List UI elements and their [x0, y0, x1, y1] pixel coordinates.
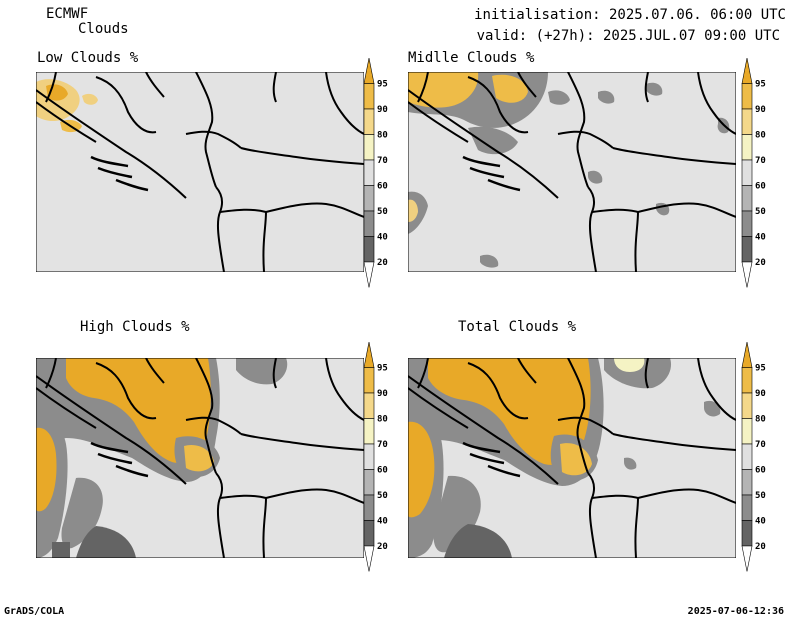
colorbar-segment	[363, 520, 375, 547]
colorbar-label: 90	[377, 105, 388, 115]
footer-timestamp: 2025-07-06-12:36	[687, 606, 784, 617]
panel-title-middle: Midlle Clouds %	[408, 50, 535, 66]
initialisation-time: initialisation: 2025.07.06. 06:00 UTC	[474, 7, 786, 23]
colorbar-bottom-triangle	[741, 261, 753, 288]
colorbar-label: 40	[377, 233, 388, 243]
map-low-clouds	[36, 72, 364, 272]
colorbar-segment	[741, 443, 753, 470]
colorbar-label: 80	[377, 131, 388, 141]
colorbar-segment	[363, 236, 375, 263]
colorbar-segment	[741, 185, 753, 212]
colorbar-segment	[363, 418, 375, 445]
colorbar-label: 90	[755, 105, 766, 115]
colorbar-label: 20	[755, 542, 766, 552]
colorbar-segment	[741, 392, 753, 419]
colorbar-label: 80	[755, 415, 766, 425]
colorbar-segment	[363, 494, 375, 521]
colorbar-label: 95	[755, 364, 766, 374]
colorbar-label: 40	[755, 233, 766, 243]
model-name: ECMWF	[46, 6, 89, 22]
map-middle-clouds	[408, 72, 736, 272]
colorbar-bottom-triangle	[741, 545, 753, 572]
colorbar-label: 90	[755, 389, 766, 399]
colorbar-segment	[363, 210, 375, 237]
colorbar-graphic: 95 90 80 70 60 50 40 20	[363, 341, 388, 572]
colorbar-segment	[363, 443, 375, 470]
colorbar-label: 20	[377, 542, 388, 552]
colorbar-segment	[741, 236, 753, 263]
colorbar-segment	[363, 134, 375, 161]
colorbar-label: 70	[755, 440, 766, 450]
colorbar-segment	[741, 134, 753, 161]
colorbar-label: 40	[755, 517, 766, 527]
colorbar-label: 90	[377, 389, 388, 399]
colorbar-segment	[741, 367, 753, 394]
colorbar-segment	[741, 159, 753, 186]
colorbar-segment	[363, 469, 375, 496]
colorbar-segment	[363, 392, 375, 419]
colorbar-top-triangle	[363, 341, 375, 368]
colorbar-segment	[363, 367, 375, 394]
colorbar-graphic: 95 90 80 70 60 50 40 20	[741, 341, 766, 572]
colorbar-label: 80	[377, 415, 388, 425]
colorbar-segment	[363, 159, 375, 186]
colorbar-label: 60	[377, 466, 388, 476]
panel-title-high: High Clouds %	[80, 319, 190, 335]
colorbar-high: 95 90 80 70 60 50 40 20	[362, 341, 402, 574]
colorbar-label: 70	[755, 156, 766, 166]
colorbar-label: 50	[755, 491, 766, 501]
colorbar-top-triangle	[741, 57, 753, 84]
colorbar-label: 95	[377, 364, 388, 374]
colorbar-label: 60	[755, 466, 766, 476]
colorbar-low: 95 90 80 70 60 50 40 20	[362, 57, 402, 290]
colorbar-label: 95	[755, 80, 766, 90]
colorbar-bottom-triangle	[363, 545, 375, 572]
colorbar-label: 20	[377, 258, 388, 268]
colorbar-label: 60	[377, 182, 388, 192]
colorbar-bottom-triangle	[363, 261, 375, 288]
panel-title-low: Low Clouds %	[37, 50, 139, 66]
colorbar-segment	[741, 210, 753, 237]
colorbar-label: 80	[755, 131, 766, 141]
colorbar-label: 40	[377, 517, 388, 527]
colorbar-top-triangle	[363, 57, 375, 84]
valid-time: valid: (+27h): 2025.JUL.07 09:00 UTC	[476, 28, 780, 44]
colorbar-graphic: 95 90 80 70 60 50 40 20	[741, 57, 766, 288]
footer-software: GrADS/COLA	[4, 606, 65, 617]
colorbar-middle: 95 90 80 70 60 50 40 20	[740, 57, 780, 290]
colorbar-segment	[741, 83, 753, 110]
colorbar-label: 95	[377, 80, 388, 90]
colorbar-segment	[741, 418, 753, 445]
panel-title-total: Total Clouds %	[458, 319, 577, 335]
colorbar-segment	[363, 83, 375, 110]
colorbar-segment	[741, 469, 753, 496]
colorbar-graphic: 95 90 80 70 60 50 40 20	[363, 57, 388, 288]
colorbar-segment	[741, 520, 753, 547]
colorbar-label: 60	[755, 182, 766, 192]
map-total-clouds	[408, 358, 736, 558]
colorbar-label: 50	[377, 491, 388, 501]
colorbar-label: 70	[377, 440, 388, 450]
colorbar-segment	[363, 185, 375, 212]
colorbar-total: 95 90 80 70 60 50 40 20	[740, 341, 780, 574]
colorbar-label: 50	[377, 207, 388, 217]
colorbar-top-triangle	[741, 341, 753, 368]
colorbar-segment	[741, 494, 753, 521]
colorbar-segment	[741, 108, 753, 135]
colorbar-label: 70	[377, 156, 388, 166]
product-name: Clouds	[78, 21, 129, 37]
colorbar-label: 20	[755, 258, 766, 268]
colorbar-label: 50	[755, 207, 766, 217]
map-high-clouds	[36, 358, 364, 558]
colorbar-segment	[363, 108, 375, 135]
